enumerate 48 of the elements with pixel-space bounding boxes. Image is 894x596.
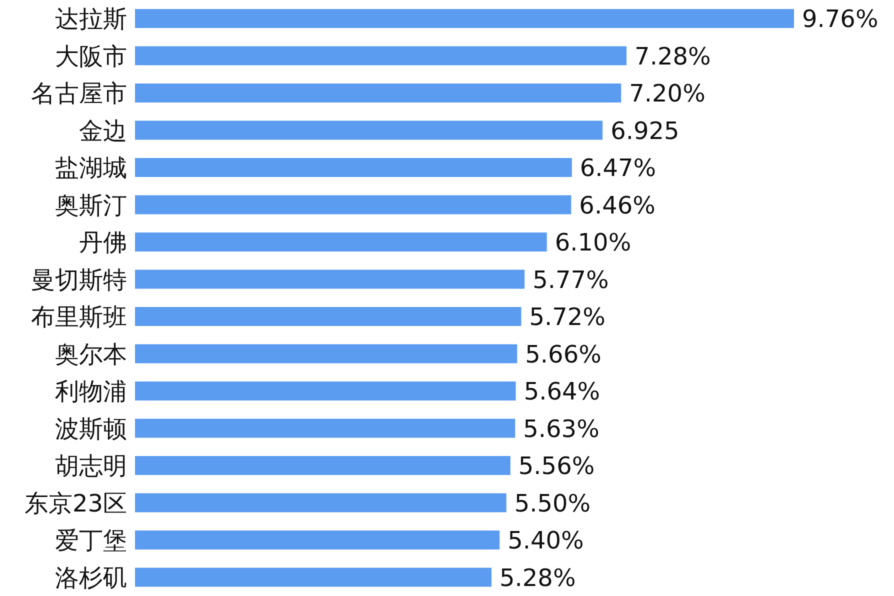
bar	[135, 9, 794, 28]
y-tick-label: 利物浦	[55, 378, 127, 406]
bar	[135, 46, 627, 66]
y-tick-label: 名古屋市	[31, 80, 127, 108]
y-tick-label: 曼切斯特	[31, 266, 127, 294]
bar	[135, 158, 572, 177]
bar	[135, 568, 492, 587]
bar	[135, 195, 572, 214]
bar	[135, 493, 506, 512]
bar	[135, 456, 510, 475]
bar	[135, 530, 500, 550]
y-tick-label: 盐湖城	[55, 154, 127, 182]
data-label: 5.50%	[514, 489, 591, 518]
y-tick-label: 洛杉矶	[55, 564, 127, 592]
y-tick-label: 奥尔本	[55, 340, 127, 368]
data-label: 5.40%	[508, 526, 584, 555]
data-label: 5.28%	[500, 564, 576, 592]
y-tick-label: 波斯顿	[55, 414, 127, 443]
data-label: 6.46%	[579, 191, 656, 220]
data-label: 5.63%	[523, 414, 600, 443]
data-label: 7.28%	[634, 42, 711, 70]
bar	[135, 382, 516, 400]
data-label: 5.64%	[524, 378, 600, 406]
y-tick-label: 丹佛	[79, 228, 127, 257]
data-label: 6.10%	[554, 228, 632, 257]
y-tick-label: 大阪市	[55, 42, 127, 70]
data-label: 5.56%	[518, 452, 595, 480]
data-label: 5.77%	[532, 266, 609, 294]
data-label: 7.20%	[629, 80, 706, 108]
data-label: 5.66%	[525, 340, 602, 368]
data-label: 5.72%	[529, 303, 606, 332]
y-tick-label: 东京23区	[24, 489, 127, 518]
y-tick-label: 达拉斯	[55, 5, 127, 34]
bar	[135, 307, 522, 326]
y-tick-label: 爱丁堡	[55, 526, 127, 555]
y-tick-label: 布里斯班	[31, 303, 127, 332]
data-label: 6.925	[610, 116, 680, 145]
y-tick-label: 金边	[79, 116, 127, 145]
bar	[135, 232, 547, 252]
y-tick-label: 奥斯汀	[55, 191, 127, 220]
bar	[135, 84, 622, 102]
bar	[135, 344, 518, 364]
y-tick-label: 胡志明	[55, 452, 127, 480]
bar	[135, 270, 525, 289]
data-label: 9.76%	[802, 5, 878, 34]
data-label: 6.47%	[580, 154, 656, 182]
bar	[135, 418, 516, 438]
bar	[135, 120, 603, 140]
